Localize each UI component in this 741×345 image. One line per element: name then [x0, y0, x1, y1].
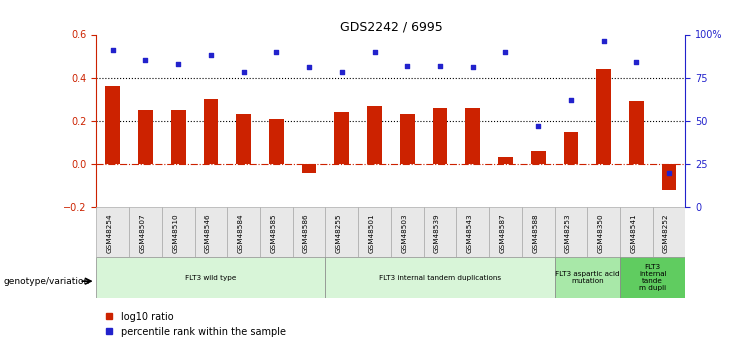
Point — [598, 39, 610, 44]
Text: GSM48584: GSM48584 — [238, 213, 244, 253]
Bar — [334, 112, 349, 164]
Text: GSM48503: GSM48503 — [401, 213, 408, 253]
Text: GSM48254: GSM48254 — [107, 213, 113, 253]
Text: GSM48255: GSM48255 — [336, 213, 342, 253]
Bar — [597, 69, 611, 164]
Point — [270, 49, 282, 55]
Bar — [293, 207, 325, 257]
Legend: log10 ratio, percentile rank within the sample: log10 ratio, percentile rank within the … — [102, 308, 290, 341]
Bar — [465, 108, 480, 164]
Bar — [522, 207, 554, 257]
Bar — [204, 99, 219, 164]
Text: GSM48501: GSM48501 — [368, 213, 374, 253]
Bar — [129, 207, 162, 257]
Point — [467, 65, 479, 70]
Bar — [96, 257, 325, 298]
Bar — [325, 257, 554, 298]
Bar — [554, 257, 620, 298]
Bar — [325, 207, 358, 257]
Point — [107, 47, 119, 53]
Text: FLT3 wild type: FLT3 wild type — [185, 275, 236, 281]
Bar — [620, 207, 653, 257]
Bar — [587, 207, 620, 257]
Text: GSM48539: GSM48539 — [434, 213, 440, 253]
Bar — [302, 164, 316, 172]
Bar — [433, 108, 448, 164]
Bar — [531, 151, 545, 164]
Point — [499, 49, 511, 55]
Text: FLT3 aspartic acid
mutation: FLT3 aspartic acid mutation — [555, 271, 619, 284]
Bar — [489, 207, 522, 257]
Bar — [653, 207, 685, 257]
Bar — [162, 207, 194, 257]
Text: genotype/variation: genotype/variation — [4, 277, 90, 286]
Point — [336, 70, 348, 75]
Text: GSM48587: GSM48587 — [499, 213, 505, 253]
Bar — [424, 207, 456, 257]
Point — [434, 63, 446, 68]
Text: GSM48588: GSM48588 — [532, 213, 538, 253]
Bar — [236, 114, 251, 164]
Point — [663, 170, 675, 175]
Point — [172, 61, 184, 67]
Text: GSM48586: GSM48586 — [303, 213, 309, 253]
Point — [205, 52, 217, 58]
Bar — [629, 101, 644, 164]
Bar — [554, 207, 587, 257]
Text: GSM48510: GSM48510 — [172, 213, 178, 253]
Bar — [138, 110, 153, 164]
Bar — [498, 157, 513, 164]
Point — [402, 63, 413, 68]
Text: GSM48350: GSM48350 — [597, 213, 604, 253]
Bar — [367, 106, 382, 164]
Point — [532, 123, 544, 129]
Text: GSM48252: GSM48252 — [663, 213, 669, 253]
Bar — [227, 207, 260, 257]
Bar — [105, 86, 120, 164]
Text: FLT3
internal
tande
m dupli: FLT3 internal tande m dupli — [639, 264, 666, 291]
Bar — [358, 207, 391, 257]
Bar — [96, 207, 129, 257]
Point — [565, 97, 576, 103]
Bar — [194, 207, 227, 257]
Bar — [563, 131, 578, 164]
Text: GSM48253: GSM48253 — [565, 213, 571, 253]
Point — [631, 59, 642, 65]
Bar — [391, 207, 424, 257]
Bar — [456, 207, 489, 257]
Text: GSM48585: GSM48585 — [270, 213, 276, 253]
Bar — [260, 207, 293, 257]
Text: GSM48546: GSM48546 — [205, 213, 211, 253]
Point — [368, 49, 380, 55]
Point — [303, 65, 315, 70]
Bar — [620, 257, 685, 298]
Text: FLT3 internal tandem duplications: FLT3 internal tandem duplications — [379, 275, 501, 281]
Bar — [269, 119, 284, 164]
Point — [238, 70, 250, 75]
Point — [139, 58, 151, 63]
Title: GDS2242 / 6995: GDS2242 / 6995 — [339, 20, 442, 33]
Bar — [170, 110, 185, 164]
Text: GSM48543: GSM48543 — [467, 213, 473, 253]
Text: GSM48541: GSM48541 — [631, 213, 637, 253]
Bar — [662, 164, 677, 190]
Bar — [400, 114, 415, 164]
Text: GSM48507: GSM48507 — [139, 213, 145, 253]
